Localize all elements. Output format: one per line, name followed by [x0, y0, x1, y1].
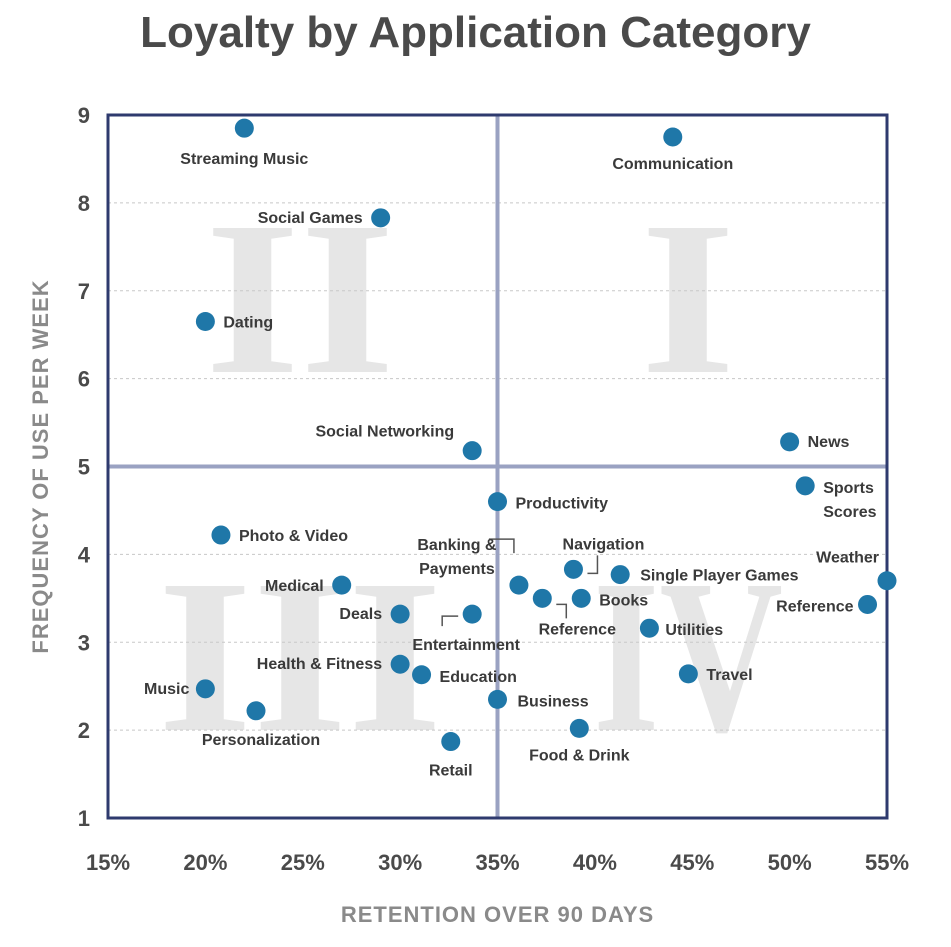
- x-tick-label: 45%: [670, 850, 714, 875]
- data-point: [678, 664, 698, 684]
- data-point: [390, 604, 410, 624]
- x-axis-title: RETENTION OVER 90 DAYS: [341, 902, 654, 927]
- x-tick-label: 30%: [378, 850, 422, 875]
- y-tick-label: 2: [78, 718, 90, 743]
- data-point: [488, 492, 507, 512]
- point-label: Single Player Games: [640, 568, 798, 585]
- data-point: [371, 208, 391, 228]
- y-tick-label: 6: [78, 367, 90, 392]
- point-label: News: [808, 434, 850, 451]
- point-label: Medical: [265, 578, 324, 595]
- quadrant-label-3: III: [158, 534, 443, 778]
- plot-frame: [106, 113, 889, 820]
- data-point: [509, 575, 529, 595]
- x-tick-label: 50%: [768, 850, 812, 875]
- y-tick-label: 8: [78, 191, 90, 216]
- point-label: Communication: [612, 156, 733, 173]
- data-point: [639, 618, 659, 638]
- y-tick-label: 9: [78, 103, 90, 128]
- data-point: [877, 571, 897, 591]
- data-point: [571, 588, 591, 608]
- point-label: Personalization: [202, 732, 320, 749]
- data-point: [488, 689, 507, 709]
- y-tick-label: 1: [78, 806, 90, 831]
- y-tick-label: 3: [78, 630, 90, 655]
- data-point: [569, 718, 589, 738]
- data-point: [663, 127, 683, 147]
- data-point: [195, 312, 215, 332]
- data-point: [532, 588, 552, 608]
- point-label: Photo & Video: [239, 528, 348, 545]
- point-label: Streaming Music: [180, 151, 308, 168]
- point-label: Deals: [339, 606, 382, 623]
- point-label: Scores: [823, 504, 876, 521]
- point-label: Reference: [539, 621, 616, 638]
- y-tick-label: 7: [78, 279, 90, 304]
- data-point: [234, 118, 254, 138]
- point-label: Payments: [419, 561, 495, 578]
- y-axis-title: FREQUENCY OF USE PER WEEK: [28, 279, 53, 653]
- data-point: [246, 701, 266, 721]
- leader-navigation: [587, 555, 599, 575]
- data-point: [441, 732, 461, 752]
- x-tick-label: 20%: [183, 850, 227, 875]
- point-label: Books: [599, 592, 648, 609]
- x-tick-label: 35%: [475, 850, 519, 875]
- x-tick-label: 55%: [865, 850, 909, 875]
- data-point: [795, 476, 815, 496]
- quadrant-label-2: II: [205, 176, 395, 420]
- point-label: Weather: [816, 550, 879, 567]
- point-label: Education: [440, 669, 517, 686]
- data-point: [412, 665, 432, 685]
- data-point: [780, 432, 800, 452]
- point-label: Banking &: [417, 537, 497, 554]
- data-point: [858, 594, 878, 614]
- point-label: Sports: [823, 480, 874, 497]
- leader-entertainment: [441, 615, 459, 627]
- data-point: [211, 525, 231, 545]
- point-label: Retail: [429, 763, 473, 780]
- data-point: [462, 441, 482, 461]
- y-tick-label: 4: [78, 542, 91, 567]
- point-label: Music: [144, 681, 189, 698]
- point-label: Food & Drink: [529, 747, 630, 764]
- point-label: Social Networking: [315, 424, 454, 441]
- point-label: Utilities: [665, 622, 723, 639]
- leader-reference: [556, 603, 568, 619]
- point-label: Productivity: [516, 496, 609, 513]
- point-label: Navigation: [563, 536, 645, 553]
- data-point: [610, 565, 630, 585]
- point-label: Travel: [706, 667, 752, 684]
- leader-banking: [488, 538, 515, 554]
- x-tick-label: 15%: [86, 850, 130, 875]
- quadrant-label-1: I: [641, 176, 736, 420]
- x-tick-label: 40%: [573, 850, 617, 875]
- data-point: [563, 559, 583, 579]
- point-label: Dating: [223, 315, 273, 332]
- point-label: Health & Fitness: [257, 656, 382, 673]
- data-point: [462, 604, 482, 624]
- data-point: [390, 654, 410, 674]
- data-point: [195, 679, 215, 699]
- chart-title: Loyalty by Application Category: [140, 8, 811, 57]
- point-label: Reference: [776, 598, 853, 615]
- point-label: Social Games: [258, 210, 363, 227]
- point-label: Entertainment: [412, 637, 520, 654]
- point-label: Business: [518, 693, 589, 710]
- y-tick-label: 5: [78, 455, 90, 480]
- x-tick-label: 25%: [281, 850, 325, 875]
- data-point: [332, 575, 352, 595]
